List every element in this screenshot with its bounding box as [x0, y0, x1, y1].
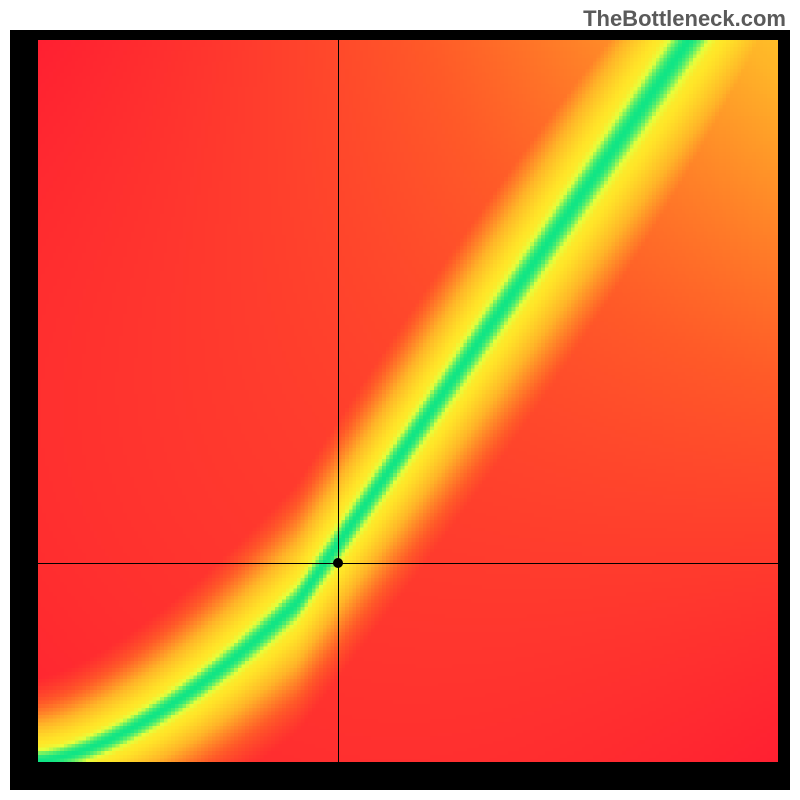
chart-root: TheBottleneck.com — [0, 0, 800, 800]
heatmap-canvas — [38, 40, 778, 762]
crosshair-vertical — [338, 40, 339, 762]
crosshair-marker — [333, 558, 343, 568]
watermark: TheBottleneck.com — [583, 6, 786, 32]
heatmap-area — [38, 40, 778, 762]
plot-outer-frame — [10, 30, 790, 790]
crosshair-horizontal — [38, 563, 778, 564]
